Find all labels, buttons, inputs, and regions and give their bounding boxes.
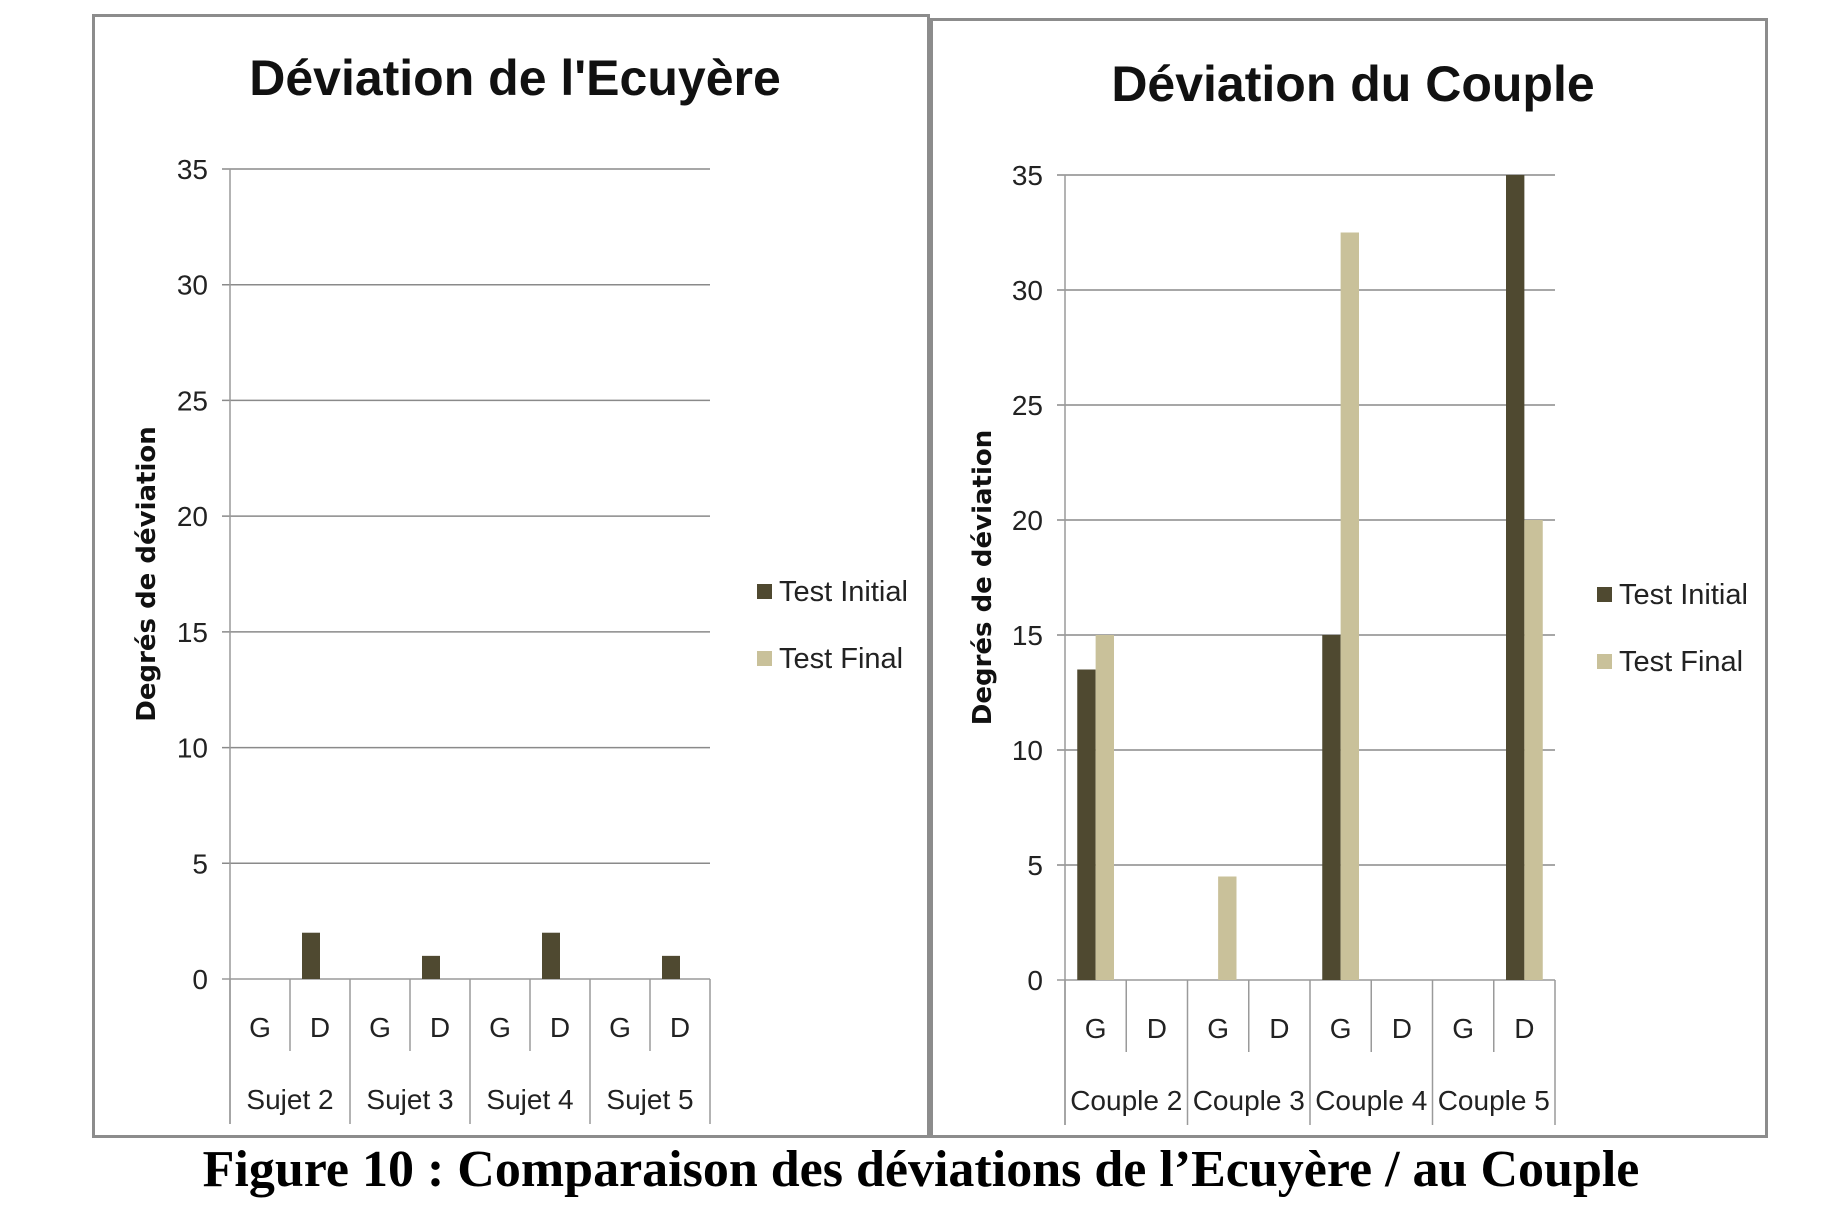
y-tick-label: 10 bbox=[177, 733, 208, 764]
y-tick-label: 30 bbox=[1012, 275, 1043, 306]
y-tick-label: 20 bbox=[177, 501, 208, 532]
x-subcategory-label: G bbox=[1330, 1013, 1352, 1044]
x-subcategory-label: D bbox=[670, 1012, 690, 1043]
bar-test-initial bbox=[1322, 635, 1341, 980]
y-axis-label: Degrés de déviation bbox=[132, 426, 162, 721]
y-tick-label: 25 bbox=[1012, 390, 1043, 421]
x-subcategory-label: G bbox=[1085, 1013, 1107, 1044]
x-subcategory-label: D bbox=[1392, 1013, 1412, 1044]
y-tick-label: 15 bbox=[1012, 620, 1043, 651]
chart-title: Déviation du Couple bbox=[1111, 56, 1594, 112]
x-subcategory-label: D bbox=[1269, 1013, 1289, 1044]
y-tick-label: 0 bbox=[192, 964, 208, 995]
bar-test-final bbox=[1218, 876, 1237, 980]
x-subcategory-label: G bbox=[609, 1012, 631, 1043]
y-tick-label: 35 bbox=[1012, 160, 1043, 191]
y-tick-label: 10 bbox=[1012, 735, 1043, 766]
x-subcategory-label: G bbox=[1207, 1013, 1229, 1044]
chart-panel-ecuyere: Déviation de l'Ecuyère Degrés de déviatio… bbox=[92, 14, 930, 1138]
bar-test-initial bbox=[302, 932, 320, 979]
legend-swatch bbox=[1597, 654, 1612, 669]
x-group-label: Sujet 4 bbox=[486, 1084, 573, 1115]
bar-test-initial bbox=[422, 955, 440, 979]
chart-couple: Déviation du Couple Degrés de déviation 0 5… bbox=[968, 56, 1748, 1125]
y-tick-label: 30 bbox=[177, 270, 208, 301]
legend-label: Test Final bbox=[779, 643, 903, 675]
x-group-label: Sujet 3 bbox=[366, 1084, 453, 1115]
y-tick-label: 15 bbox=[177, 617, 208, 648]
chart-title: Déviation de l'Ecuyère bbox=[249, 50, 781, 106]
x-subcategory-label: G bbox=[1452, 1013, 1474, 1044]
bar-test-initial bbox=[542, 932, 560, 979]
x-group-label: Couple 4 bbox=[1315, 1085, 1427, 1116]
x-subcategory-label: G bbox=[249, 1012, 271, 1043]
y-tick-label: 5 bbox=[192, 848, 208, 879]
x-group-label: Couple 3 bbox=[1193, 1085, 1305, 1116]
bar-test-final bbox=[1340, 232, 1359, 980]
figure-caption: Figure 10 : Comparaison des déviations d… bbox=[202, 1141, 1640, 1198]
legend-swatch bbox=[757, 651, 772, 666]
chart-ecuyere: Déviation de l'Ecuyère Degrés de déviatio… bbox=[132, 50, 908, 1124]
bar-test-final bbox=[1095, 635, 1114, 980]
legend-swatch bbox=[1597, 587, 1612, 602]
x-group-label: Sujet 2 bbox=[246, 1084, 333, 1115]
y-tick-label: 20 bbox=[1012, 505, 1043, 536]
x-subcategory-label: G bbox=[369, 1012, 391, 1043]
x-subcategory-label: D bbox=[430, 1012, 450, 1043]
chart-panel-couple: Déviation du Couple Degrés de déviation 0 5… bbox=[930, 18, 1768, 1138]
x-group-label: Couple 5 bbox=[1438, 1085, 1550, 1116]
legend-label: Test Initial bbox=[1619, 579, 1748, 611]
x-group-label: Couple 2 bbox=[1070, 1085, 1182, 1116]
legend-label: Test Initial bbox=[779, 576, 908, 608]
y-tick-label: 5 bbox=[1027, 850, 1043, 881]
bar-test-initial bbox=[662, 955, 680, 979]
x-subcategory-label: D bbox=[310, 1012, 330, 1043]
x-subcategory-label: D bbox=[1514, 1013, 1534, 1044]
y-tick-label: 25 bbox=[177, 385, 208, 416]
y-axis-label: Degrés de déviation bbox=[968, 430, 998, 725]
legend-label: Test Final bbox=[1619, 646, 1743, 678]
x-subcategory-label: D bbox=[1147, 1013, 1167, 1044]
x-subcategory-label: D bbox=[550, 1012, 570, 1043]
legend-swatch bbox=[757, 584, 772, 599]
x-group-label: Sujet 5 bbox=[606, 1084, 693, 1115]
x-subcategory-label: G bbox=[489, 1012, 511, 1043]
bar-test-initial bbox=[1077, 669, 1096, 980]
bar-test-final bbox=[1524, 520, 1543, 980]
bar-test-initial bbox=[1506, 175, 1525, 980]
y-tick-label: 35 bbox=[177, 154, 208, 185]
y-tick-label: 0 bbox=[1027, 965, 1043, 996]
